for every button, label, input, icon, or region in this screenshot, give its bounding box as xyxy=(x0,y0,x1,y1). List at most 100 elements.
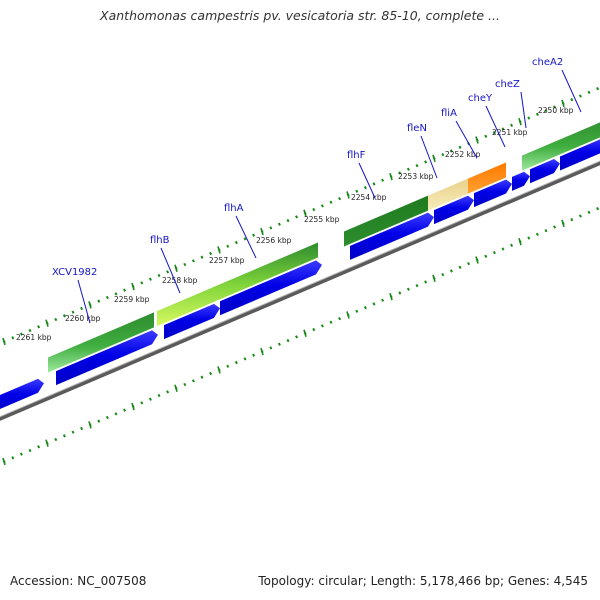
kbp-tick-label: 2259 kbp xyxy=(114,295,150,304)
track-major-tick xyxy=(131,282,135,291)
kbp-tick-label: 2254 kbp xyxy=(351,193,387,202)
gene-label[interactable]: XCV1982 xyxy=(52,267,97,278)
kbp-tick-label: 2251 kbp xyxy=(492,128,528,137)
track-dot xyxy=(527,116,531,120)
track-major-tick xyxy=(260,347,264,356)
track-dot xyxy=(441,272,445,277)
track-dot xyxy=(209,251,213,256)
track-major-tick xyxy=(131,402,135,411)
track-dot xyxy=(54,437,58,442)
track-major-tick xyxy=(561,99,565,108)
track-dot xyxy=(80,426,84,431)
gene-label[interactable]: cheA2 xyxy=(532,57,563,68)
track-major-tick xyxy=(561,219,565,228)
track-dot xyxy=(587,90,591,94)
track-dot xyxy=(71,430,75,434)
track-dot xyxy=(363,305,367,310)
track-dot xyxy=(424,280,428,284)
feature-track xyxy=(48,122,600,373)
track-dot xyxy=(252,233,256,237)
track-dot xyxy=(183,382,187,387)
gene-label[interactable]: flhB xyxy=(150,235,170,246)
track-dot xyxy=(28,448,32,453)
track-dot xyxy=(234,360,238,365)
track-dot xyxy=(329,320,333,324)
track-dot xyxy=(484,254,488,258)
gene-label[interactable]: cheZ xyxy=(495,79,520,90)
gene-leader-line xyxy=(485,105,506,148)
track-dot xyxy=(501,247,505,251)
track-dot xyxy=(277,222,281,226)
track-major-tick xyxy=(45,439,49,447)
kbp-tick-label: 2253 kbp xyxy=(398,172,434,181)
track-dot xyxy=(458,145,462,149)
track-dot xyxy=(398,291,402,295)
cds-arrow xyxy=(474,179,512,208)
track-dot xyxy=(19,452,23,456)
track-dot xyxy=(596,87,600,91)
track-dot xyxy=(148,277,152,281)
track-dot xyxy=(441,152,445,157)
track-dot xyxy=(243,357,247,361)
track-dot xyxy=(415,163,419,168)
track-dot xyxy=(252,353,256,357)
track-dot xyxy=(105,295,109,300)
track-dot xyxy=(234,240,238,245)
track-dot xyxy=(37,325,41,329)
track-dot xyxy=(243,237,247,241)
track-dot xyxy=(226,364,230,368)
track-dot xyxy=(320,204,324,208)
track-dot xyxy=(492,130,496,135)
gene-leader-line xyxy=(520,91,527,129)
kbp-tick-label: 2252 kbp xyxy=(445,150,481,159)
track-major-tick xyxy=(518,117,522,126)
track-major-tick xyxy=(432,274,436,283)
track-major-tick xyxy=(475,136,479,144)
gene-label[interactable]: cheY xyxy=(468,93,493,104)
track-dot xyxy=(449,269,453,273)
topology-text: Topology: circular; Length: 5,178,466 bp… xyxy=(258,574,588,588)
track-dot xyxy=(80,306,84,311)
track-dot xyxy=(449,149,453,153)
kbp-tick-label: 2256 kbp xyxy=(256,236,292,245)
track-dot xyxy=(62,434,66,438)
track-dot xyxy=(183,262,187,267)
track-dot xyxy=(553,225,557,229)
track-dot xyxy=(277,342,281,346)
track-dot xyxy=(54,317,58,322)
track-dot xyxy=(191,379,195,383)
track-dot xyxy=(544,229,548,233)
track-dot xyxy=(37,445,41,449)
track-dot xyxy=(381,178,385,182)
track-major-tick xyxy=(475,256,479,264)
gene-leader-line xyxy=(561,69,582,113)
gene-label[interactable]: fleN xyxy=(407,123,427,134)
gene-label[interactable]: flhA xyxy=(224,203,244,214)
feature-segment xyxy=(48,312,154,373)
track-dot xyxy=(570,98,574,102)
track-dot xyxy=(71,310,75,314)
cds-arrow xyxy=(56,330,158,386)
track-major-tick xyxy=(389,292,393,301)
kbp-tick-label: 2258 kbp xyxy=(162,276,198,285)
feature-segment xyxy=(468,162,506,194)
track-major-tick xyxy=(88,301,92,309)
feature-segment xyxy=(344,195,428,247)
gene-label[interactable]: fliA xyxy=(441,108,457,119)
track-dot xyxy=(191,259,195,263)
cds-arrow xyxy=(560,139,600,171)
feature-segment xyxy=(522,122,600,171)
cds-track xyxy=(0,139,600,409)
track-dot xyxy=(501,127,505,131)
track-dot xyxy=(484,134,488,138)
track-dot xyxy=(269,226,273,230)
feature-segment xyxy=(157,242,318,327)
track-dot xyxy=(578,94,582,98)
track-major-tick xyxy=(518,237,522,246)
track-dot xyxy=(123,288,127,292)
track-dot xyxy=(140,281,144,285)
gene-label[interactable]: flhF xyxy=(347,150,366,161)
track-dot xyxy=(105,415,109,420)
track-dot xyxy=(355,189,359,193)
track-dot xyxy=(329,200,333,204)
